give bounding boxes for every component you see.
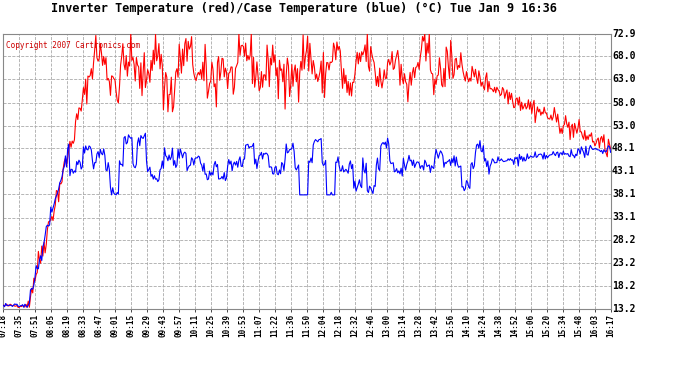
Text: 33.1: 33.1 <box>612 213 635 222</box>
Text: 43.1: 43.1 <box>612 166 635 176</box>
Text: 53.0: 53.0 <box>612 121 635 130</box>
Text: 63.0: 63.0 <box>612 75 635 84</box>
Text: 13.2: 13.2 <box>612 304 635 314</box>
Text: 38.1: 38.1 <box>612 189 635 200</box>
Text: Inverter Temperature (red)/Case Temperature (blue) (°C) Tue Jan 9 16:36: Inverter Temperature (red)/Case Temperat… <box>50 2 557 15</box>
Text: 28.2: 28.2 <box>612 235 635 245</box>
Text: 23.2: 23.2 <box>612 258 635 268</box>
Text: 72.9: 72.9 <box>612 29 635 39</box>
Text: Copyright 2007 Cartronics.com: Copyright 2007 Cartronics.com <box>6 40 141 50</box>
Text: 18.2: 18.2 <box>612 281 635 291</box>
Text: 48.1: 48.1 <box>612 143 635 153</box>
Text: 58.0: 58.0 <box>612 98 635 108</box>
Text: 68.0: 68.0 <box>612 51 635 62</box>
